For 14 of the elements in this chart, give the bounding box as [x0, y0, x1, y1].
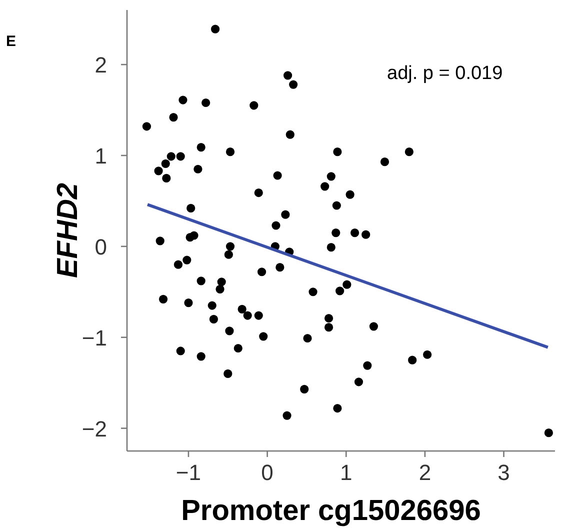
- y-tick-label: −2: [82, 416, 107, 442]
- x-tick-label: 2: [418, 460, 432, 485]
- y-axis-title: EFHD2: [52, 182, 84, 278]
- annotation: adj. p = 0.019: [387, 63, 503, 84]
- x-axis-title: Promoter cg15026696: [181, 495, 481, 527]
- x-tick-label: 1: [340, 460, 352, 485]
- x-tick-label: 3: [498, 460, 510, 485]
- x-tick-label: 0: [261, 460, 274, 485]
- y-tick-label: 2: [94, 52, 107, 78]
- y-tick-label: −1: [82, 325, 107, 350]
- text: E: [6, 33, 16, 50]
- y-tick-label: 1: [94, 143, 107, 168]
- y-tick-label: 0: [94, 234, 107, 260]
- x-tick-label: −1: [176, 460, 202, 485]
